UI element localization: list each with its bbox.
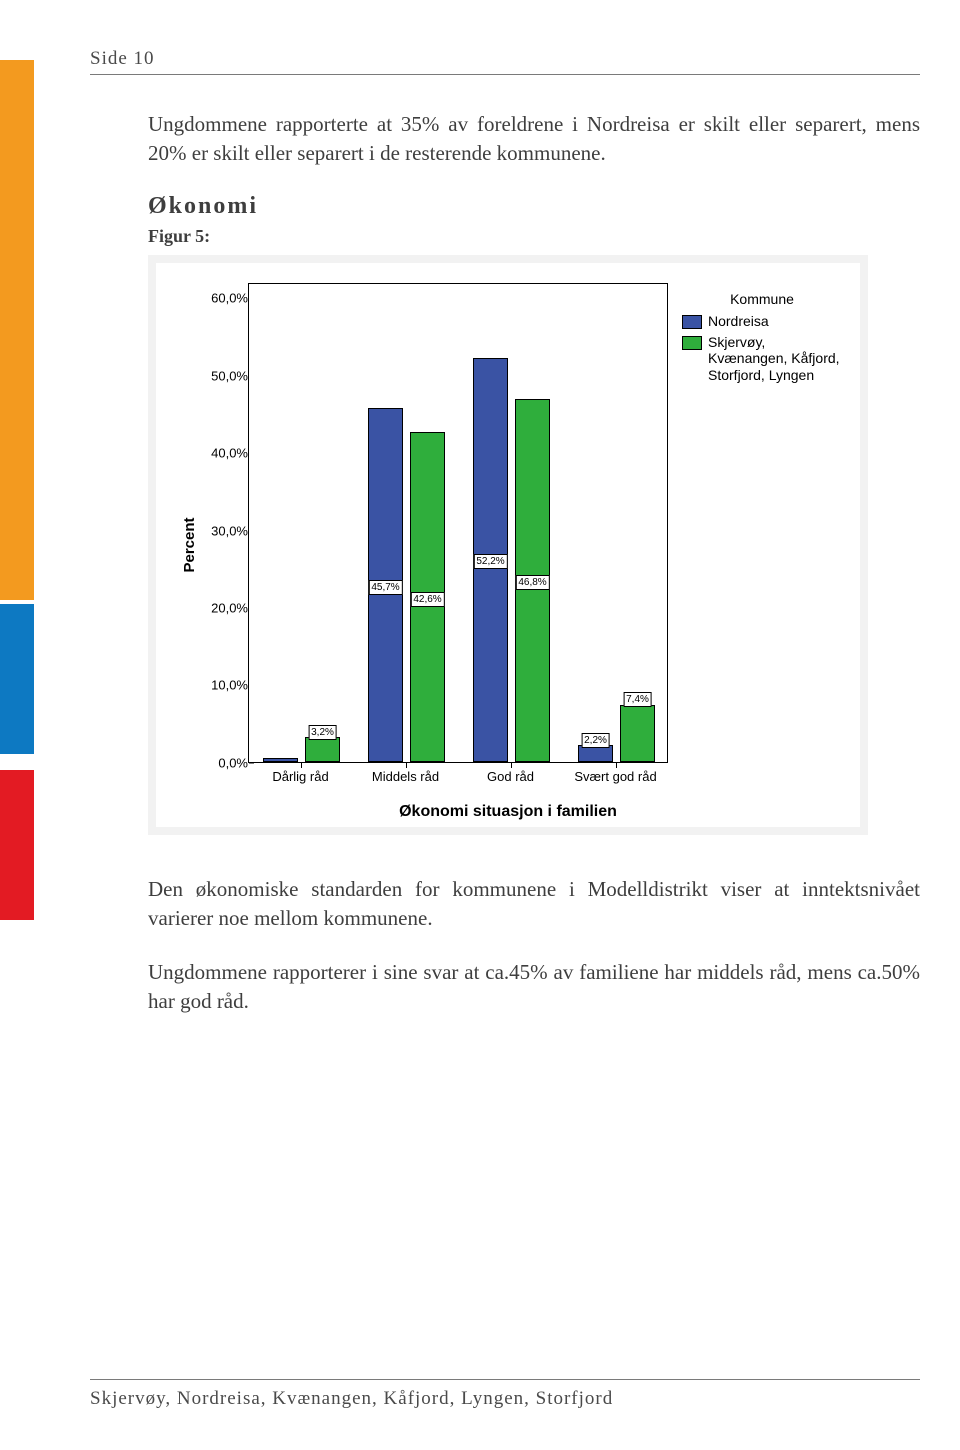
y-tick-label: 10,0% xyxy=(196,678,248,693)
chart-bar xyxy=(620,705,656,762)
x-tick-label: Middels råd xyxy=(372,769,439,784)
chart-container: Percent 0,0%10,0%20,0%30,0%40,0%50,0%60,… xyxy=(148,255,868,835)
legend-title: Kommune xyxy=(682,291,842,307)
bar-value-label: 7,4% xyxy=(623,692,652,707)
side-bar-blue xyxy=(0,604,34,754)
y-tick-label: 40,0% xyxy=(196,446,248,461)
chart-canvas: Percent 0,0%10,0%20,0%30,0%40,0%50,0%60,… xyxy=(156,263,860,827)
y-tick-label: 0,0% xyxy=(196,755,248,770)
y-tick-label: 30,0% xyxy=(196,523,248,538)
bar-value-label: 42,6% xyxy=(410,592,444,607)
intro-paragraph: Ungdommene rapporterte at 35% av foreldr… xyxy=(148,110,920,169)
x-tick-label: Svært god råd xyxy=(574,769,656,784)
page-footer: Skjervøy, Nordreisa, Kvænangen, Kåfjord,… xyxy=(90,1379,920,1410)
y-tick-label: 20,0% xyxy=(196,600,248,615)
legend-item: Skjervøy, Kvænangen, Kåfjord, Storfjord,… xyxy=(682,334,842,384)
below-chart-paragraph-2: Ungdommene rapporterer i sine svar at ca… xyxy=(148,958,920,1017)
y-tick-label: 50,0% xyxy=(196,368,248,383)
bar-value-label: 52,2% xyxy=(473,554,507,569)
y-ticks: 0,0%10,0%20,0%30,0%40,0%50,0%60,0% xyxy=(196,283,248,763)
legend-swatch xyxy=(682,315,702,329)
x-tick-label: God råd xyxy=(487,769,534,784)
bar-value-label: 2,2% xyxy=(581,733,610,748)
section-title: Økonomi xyxy=(148,193,920,220)
chart-bar xyxy=(305,737,341,762)
side-bar-red xyxy=(0,770,34,920)
legend-label: Nordreisa xyxy=(708,313,769,330)
legend-label: Skjervøy, Kvænangen, Kåfjord, Storfjord,… xyxy=(708,334,842,384)
page-number: Side 10 xyxy=(90,48,155,69)
below-chart-paragraph-1: Den økonomiske standarden for kommunene … xyxy=(148,875,920,934)
x-ticks: Dårlig råd Middels råd God råd Svært god rå… xyxy=(248,763,668,787)
page-header: Side 10 xyxy=(90,48,920,75)
bar-value-label: 3,2% xyxy=(308,725,337,740)
plot-area: 3,2% 45,7% 42,6% 52,2% 46,8% 2,2% 7,4% xyxy=(248,283,668,763)
legend-item: Nordreisa xyxy=(682,313,842,330)
footer-text: Skjervøy, Nordreisa, Kvænangen, Kåfjord,… xyxy=(90,1388,613,1409)
x-axis-label: Økonomi situasjon i familien xyxy=(156,803,860,821)
side-bar-orange xyxy=(0,60,34,600)
chart-bar xyxy=(263,758,299,762)
main-content: Ungdommene rapporterte at 35% av foreldr… xyxy=(148,110,920,1040)
x-tick-label: Dårlig råd xyxy=(272,769,328,784)
chart-legend: Kommune Nordreisa Skjervøy, Kvænangen, Kå… xyxy=(682,291,842,388)
bar-value-label: 45,7% xyxy=(368,580,402,595)
legend-swatch xyxy=(682,336,702,350)
y-tick-label: 60,0% xyxy=(196,291,248,306)
figure-label: Figur 5: xyxy=(148,226,920,247)
bar-value-label: 46,8% xyxy=(515,575,549,590)
